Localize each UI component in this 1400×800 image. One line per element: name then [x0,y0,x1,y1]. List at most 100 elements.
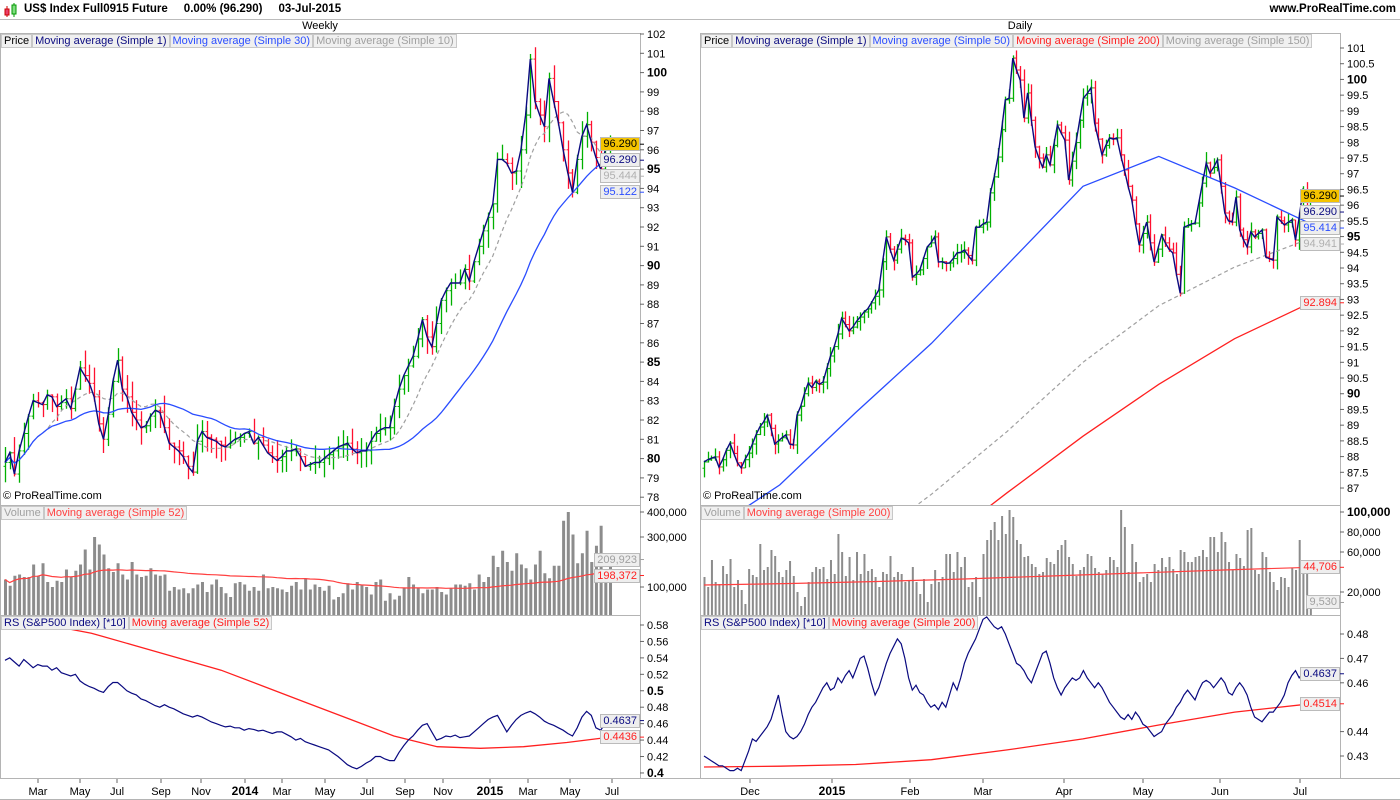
legend-item[interactable]: Volume [1,506,44,520]
volume-bar [1001,516,1004,615]
daily-chart-canvas[interactable]: 87 87.5 88 88.5 89 89.5 90 90.5 91 91.5 92 92.5 93 93… [700,0,1400,800]
price-axis-tick-label: 86 [647,338,659,350]
volume-bar [882,572,885,615]
volume-bar [1257,574,1260,615]
weekly-chart[interactable]: 78 79 80 81 82 83 84 85 86 87 88 89 90 91 92 93 94 95 96 97… [0,0,700,800]
volume-bar [200,582,204,615]
legend-item[interactable]: Moving average (Simple 52) [128,616,273,630]
x-tick-label: Sep [395,786,415,798]
site-link[interactable]: www.ProRealTime.com [1269,3,1396,15]
volume-bar [811,572,814,615]
legend-item[interactable]: Price [1,34,33,48]
volume-bar [458,584,462,615]
legend-item[interactable]: Moving average (Simple 200) [828,616,979,630]
legend-item[interactable]: Moving average (Simple 1) [32,34,170,48]
volume-bar [360,584,364,615]
volume-bar [116,563,120,615]
sma-50-line [748,155,1311,505]
volume-bar [718,584,721,615]
volume-bar [1164,567,1167,615]
sma-150-line [916,237,1311,505]
volume-bar [930,584,933,615]
price-legend: Price Moving average (Simple 1) Moving ave… [701,34,1313,48]
volume-bar [107,568,111,615]
volume-bar [1265,557,1268,615]
weekly-chart-canvas[interactable]: 78 79 80 81 82 83 84 85 86 87 88 89 90 91 92 93 94 95 96 97… [0,0,700,800]
volume-bar [1280,577,1283,615]
rs-axis-tick-label: 0.58 [647,620,668,632]
volume-bar [304,578,308,615]
volume-bar [1216,552,1219,615]
volume-bar [276,588,280,615]
volume-bar [986,540,989,615]
x-tick-label: Dec [740,786,760,798]
price-axis-tick-label: 91 [1347,357,1359,369]
legend-item[interactable]: Moving average (Simple 200) [743,506,894,520]
volume-bar [416,588,420,615]
volume-bar [1019,544,1022,615]
volume-bar [154,574,158,615]
volume-bar [740,590,743,615]
price-axis-tick-label: 88 [1347,452,1359,464]
volume-bar [60,582,64,615]
volume-bar [856,552,859,615]
legend-item[interactable]: Moving average (Simple 150) [1162,34,1313,48]
volume-bar [1157,570,1160,615]
volume-bar [1168,557,1171,615]
volume-bar [896,572,899,615]
legend-item[interactable]: Price [701,34,733,48]
volume-bar [121,574,125,615]
volume-bar [491,555,495,615]
legend-item[interactable]: RS (S&P500 Index) [*10] [1,616,129,630]
volume-bar [945,554,948,615]
volume-bar [904,582,907,615]
volume-bar [1268,572,1271,615]
volume-bar [1105,570,1108,615]
volume-bar [729,559,732,615]
volume-bar [1242,566,1245,615]
volume-bar [407,577,411,615]
volume-bar [18,574,22,615]
volume-bar [41,563,45,615]
volume-bar [473,589,476,615]
volume-axis-tick-label: 300,000 [647,532,687,544]
volume-bar [196,584,200,615]
volume-bar [576,563,580,615]
value-tag: 95.444 [600,169,640,184]
watermark: © ProRealTime.com [3,490,102,502]
volume-bar [971,582,974,615]
volume-bar [32,564,36,615]
volume-bar [1172,569,1175,615]
volume-bar [604,570,608,615]
legend-item[interactable]: Moving average (Simple 50) [869,34,1014,48]
legend-item[interactable]: Volume [701,506,744,520]
volume-legend: Volume Moving average (Simple 200) [701,506,894,520]
x-tick-label: Nov [191,786,211,798]
price-axis-tick-label: 88.5 [1347,436,1368,448]
value-tag: 96.290 [600,137,640,152]
price-axis-tick-label: 94 [1347,263,1359,275]
price-panel-frame [700,33,1341,506]
volume-bar [885,574,888,615]
daily-chart[interactable]: 87 87.5 88 88.5 89 89.5 90 90.5 91 91.5 92 92.5 93 93… [700,0,1400,800]
legend-item[interactable]: Moving average (Simple 1) [732,34,870,48]
price-change: 0.00% (96.290) [183,3,263,15]
volume-legend: Volume Moving average (Simple 52) [1,506,188,520]
value-tag: 9,530 [1306,595,1340,610]
legend-item[interactable]: RS (S&P500 Index) [*10] [701,616,829,630]
volume-bar [982,554,985,615]
volume-bar [1071,564,1074,615]
volume-bar [870,569,873,615]
volume-bar [766,567,769,615]
volume-bar [863,554,866,615]
legend-item[interactable]: Moving average (Simple 30) [169,34,314,48]
legend-item[interactable]: Moving average (Simple 10) [313,34,457,48]
volume-bar [993,522,996,615]
volume-bar [1012,517,1015,615]
x-tick-label: Nov [433,786,453,798]
volume-bar [989,530,992,615]
value-tag: 198,372 [594,568,640,583]
candlestick-icon [4,3,17,17]
legend-item[interactable]: Moving average (Simple 52) [43,506,188,520]
legend-item[interactable]: Moving average (Simple 200) [1013,34,1163,48]
